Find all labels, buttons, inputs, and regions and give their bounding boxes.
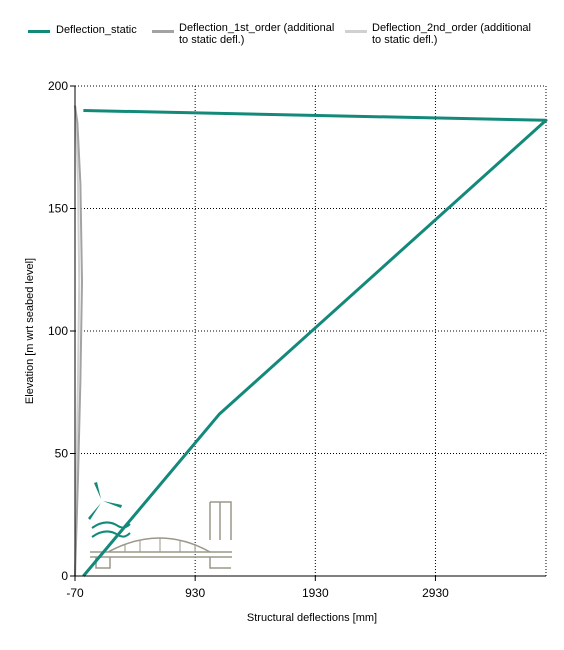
axes (70, 85, 546, 581)
legend-swatch-static (28, 30, 50, 33)
chart-legend: Deflection_static Deflection_1st_order (… (0, 0, 564, 60)
series-line-deflection-2nd-order-additional-to-static-defl (74, 105, 81, 577)
logo-tower (209, 501, 232, 540)
y-tick-label: 100 (48, 324, 68, 338)
logo-turbine-blade (88, 503, 101, 520)
logo-bridge-piers (95, 557, 231, 569)
y-tick-label: 150 (48, 202, 68, 216)
x-tick-label: 930 (185, 586, 205, 600)
y-axis-title: Elevation [m wrt seabed level] (24, 258, 36, 404)
legend-label-1st-order: Deflection_1st_order (additional to stat… (179, 22, 335, 46)
series-line-deflection-static (82, 109, 548, 577)
y-tick-label: 0 (61, 569, 68, 583)
legend-label-static: Deflection_static (56, 24, 137, 36)
series-line-deflection-1st-order-additional-to-static-defl (74, 105, 83, 577)
y-tick-label: 50 (55, 447, 69, 461)
tick-labels: -70 930 1930 2930 0 50 100 150 200 (48, 79, 449, 600)
logo-wave (91, 530, 131, 538)
series-lines (74, 105, 548, 577)
x-tick-label: 2930 (422, 586, 449, 600)
logo-bridge-ribs (124, 538, 196, 552)
legend-swatch-2nd-order (345, 30, 367, 33)
legend-label-2nd-order: Deflection_2nd_order (additional to stat… (372, 22, 531, 46)
x-axis-title: Structural deflections [mm] (247, 612, 377, 624)
x-tick-label: -70 (66, 586, 84, 600)
legend-swatch-1st-order (152, 30, 174, 33)
grid-lines (75, 85, 547, 576)
logo-bridge-deck (90, 551, 232, 558)
y-tick-label: 200 (48, 79, 68, 93)
logo-turbine-blade (103, 501, 122, 508)
logo-turbine-blade (94, 482, 101, 499)
wind-turbine-bridge-logo (88, 482, 232, 569)
logo-bridge-arch (107, 537, 211, 553)
x-tick-label: 1930 (302, 586, 329, 600)
